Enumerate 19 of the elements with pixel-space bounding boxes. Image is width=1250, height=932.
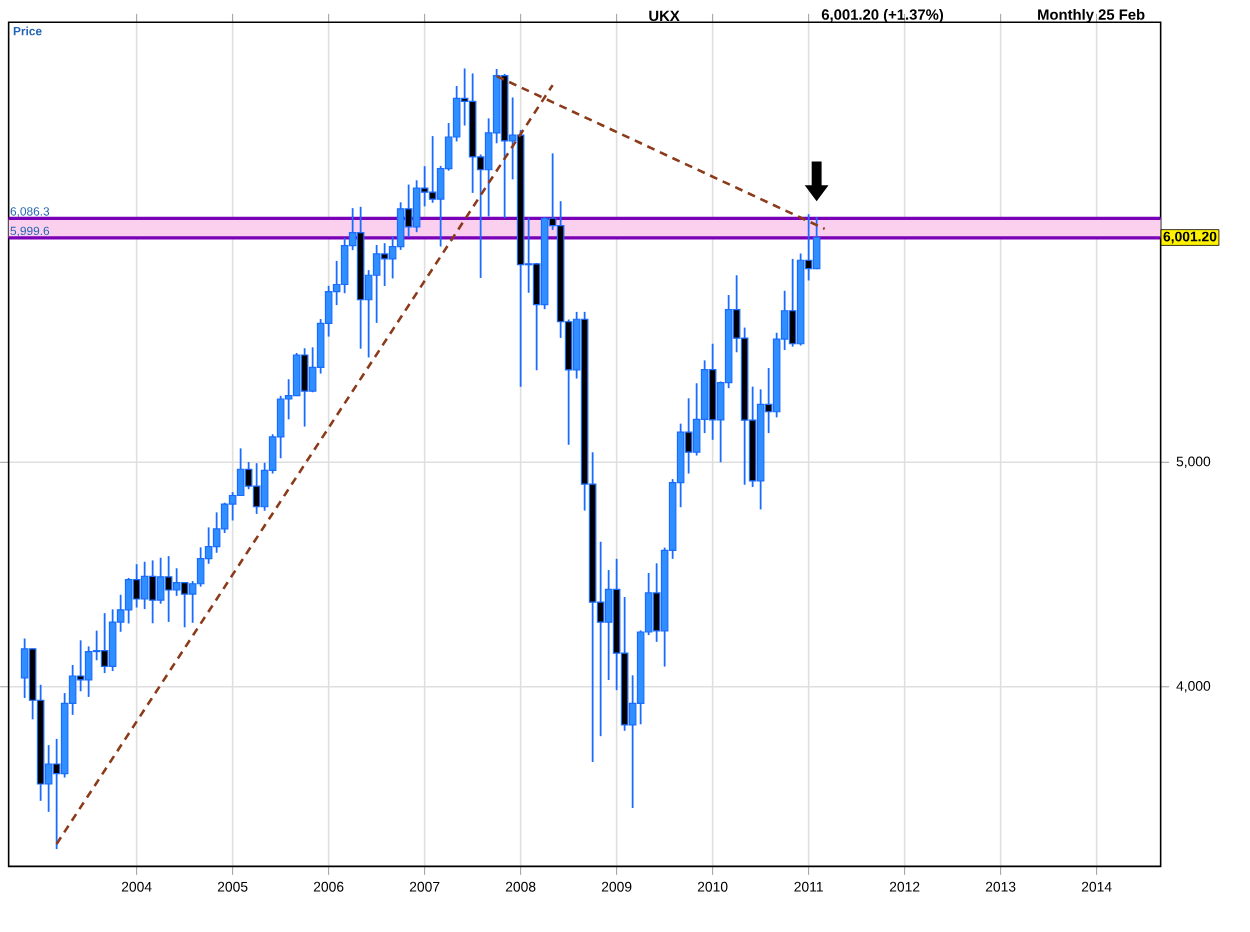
candlestick (100, 612, 109, 675)
candlestick (404, 183, 413, 239)
candlestick (300, 347, 309, 428)
candlestick (412, 179, 421, 234)
candlestick (172, 567, 181, 597)
candlestick (140, 561, 149, 611)
candlestick (148, 559, 157, 625)
candlestick (124, 577, 133, 625)
candlestick (380, 242, 389, 288)
candlestick (84, 645, 93, 699)
candlestick (164, 555, 173, 624)
candlestick (20, 637, 29, 700)
candlestick (156, 557, 165, 605)
candlestick (252, 462, 261, 516)
candlestick (684, 397, 693, 475)
candlestick (108, 608, 117, 673)
candlestick (428, 135, 437, 204)
candlestick (132, 563, 141, 609)
candlestick (788, 258, 797, 348)
